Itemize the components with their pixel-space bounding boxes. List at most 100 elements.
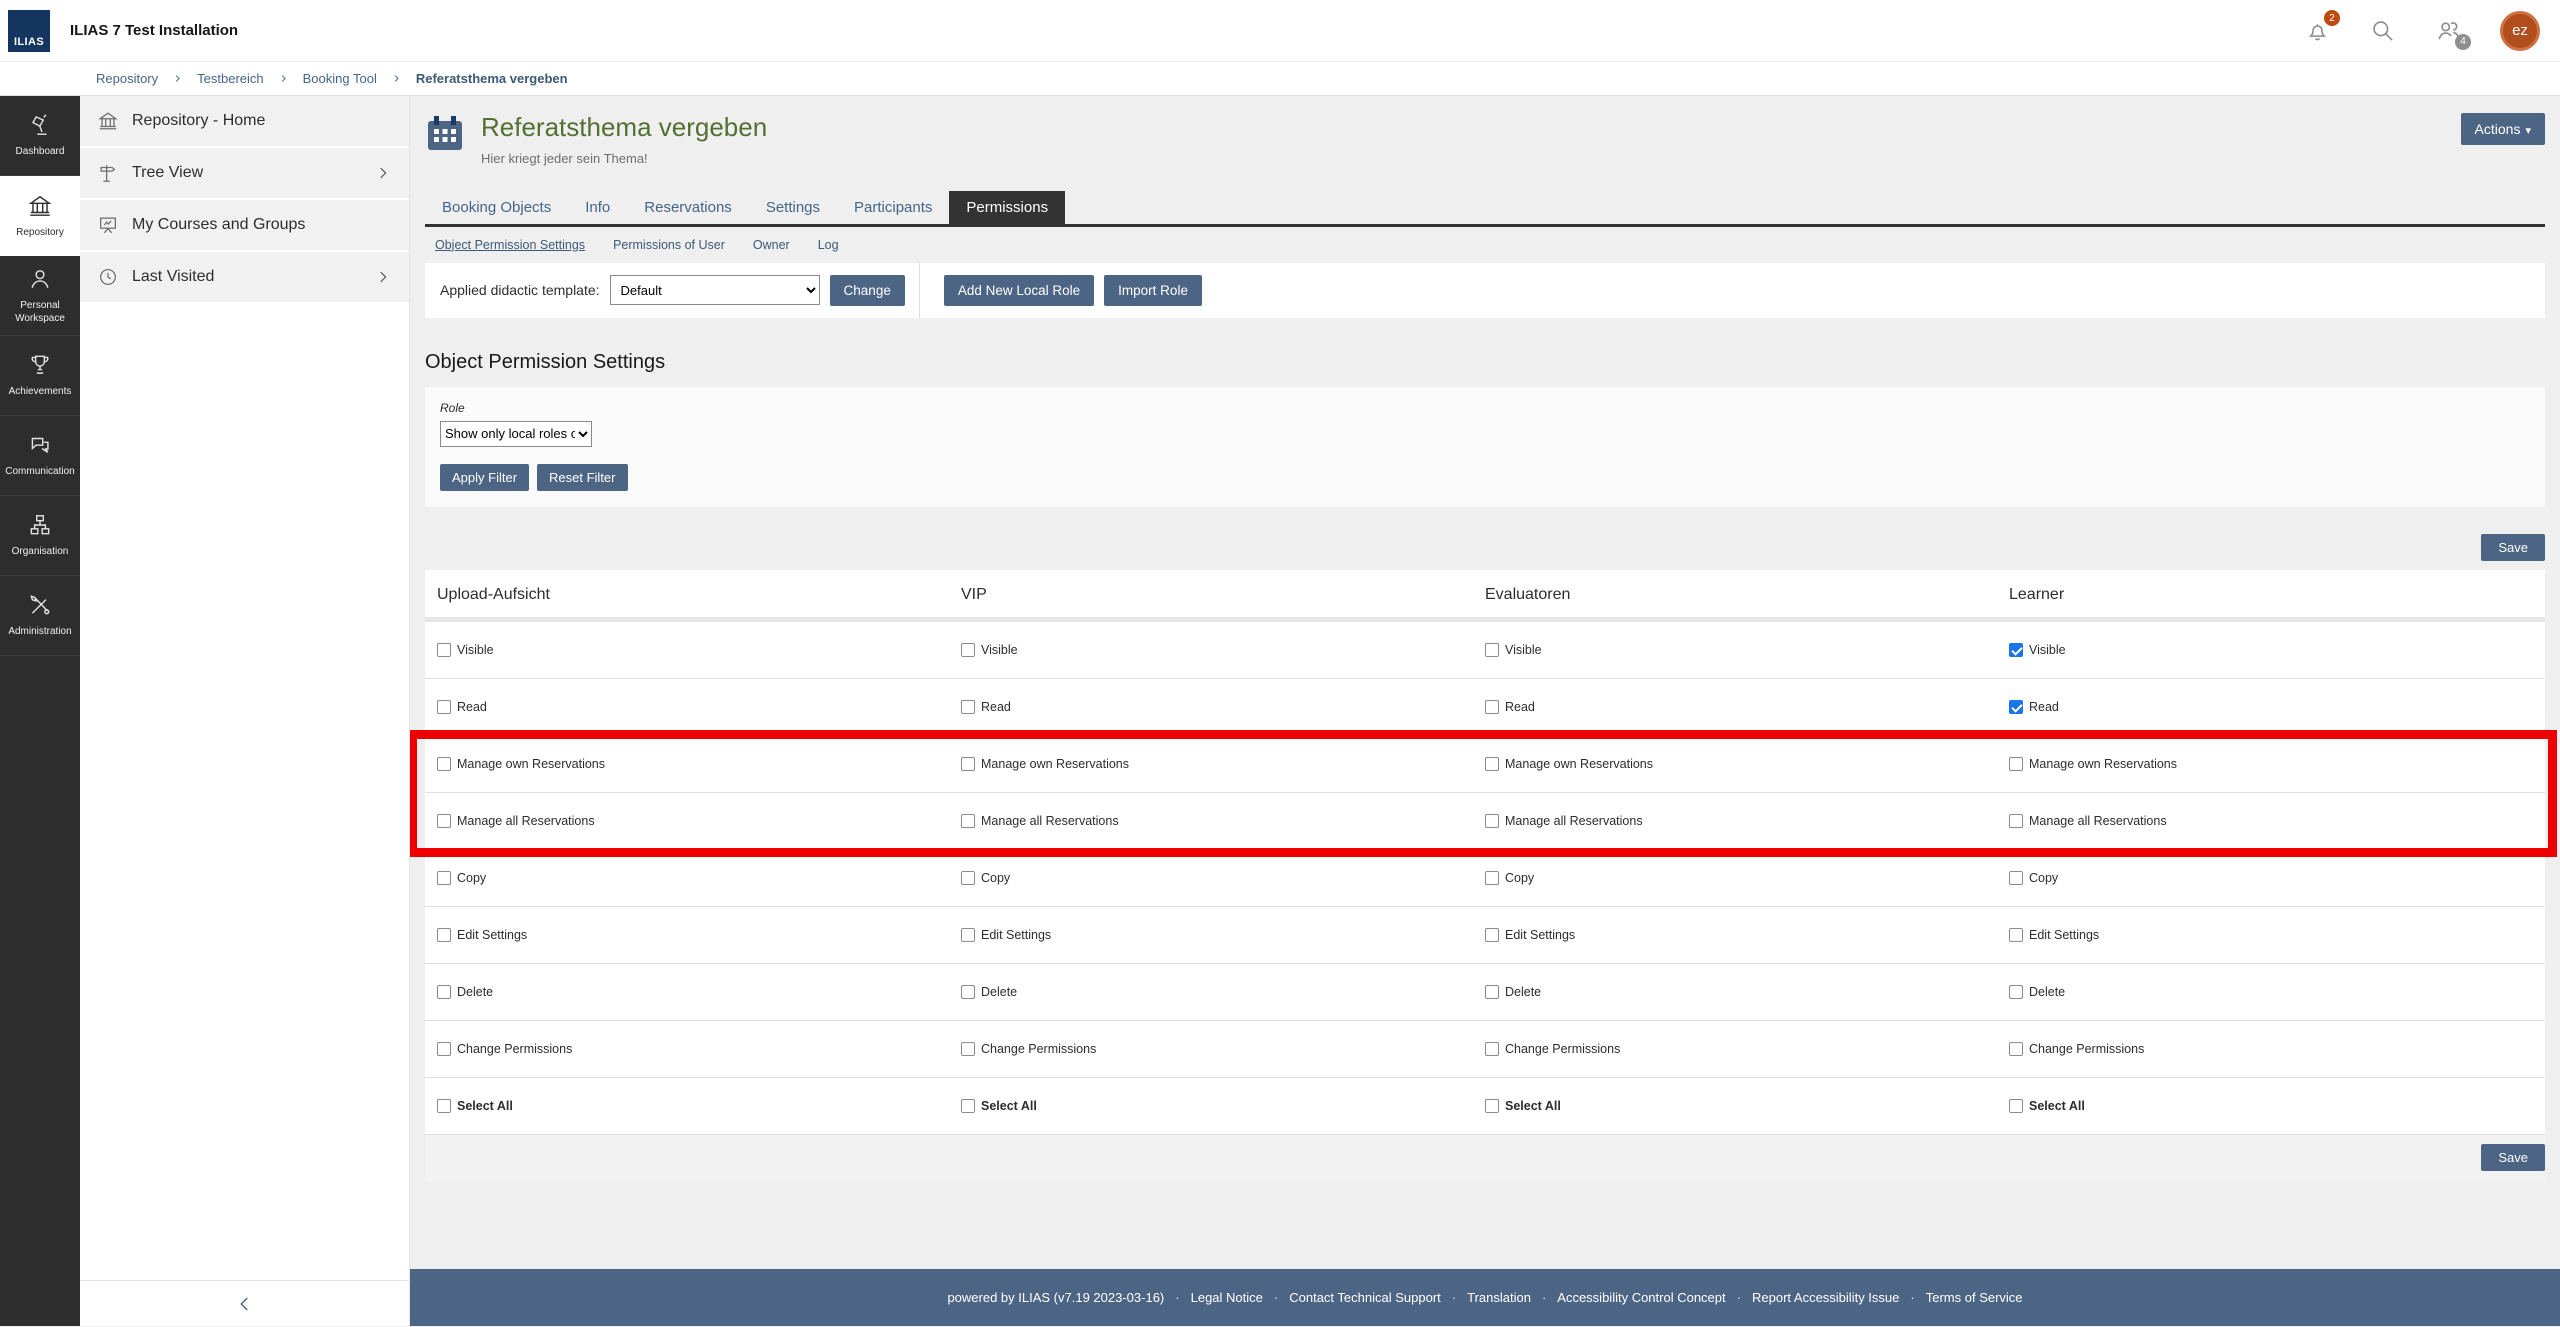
checkbox-vip-visible[interactable]: [961, 642, 975, 657]
checkbox-upload-aufsicht-delete[interactable]: [437, 984, 451, 999]
checkbox-evaluatoren-manage-all-reservations[interactable]: [1485, 813, 1499, 828]
checkbox-upload-aufsicht-edit-settings[interactable]: [437, 927, 451, 942]
rail-item-achievements[interactable]: Achievements: [0, 336, 80, 416]
breadcrumb-item[interactable]: Repository: [96, 71, 159, 86]
tab-permissions[interactable]: Permissions: [949, 190, 1066, 224]
rail-item-communication[interactable]: Communication: [0, 416, 80, 496]
tab-info[interactable]: Info: [585, 198, 611, 216]
change-button[interactable]: Change: [829, 274, 905, 306]
checkbox-vip-read[interactable]: [961, 699, 975, 714]
powered-by-link[interactable]: powered by ILIAS (v7.19 2023-03-16): [947, 1290, 1165, 1305]
save-button-bottom[interactable]: Save: [2481, 1144, 2545, 1172]
sidebar-item-last-visited[interactable]: Last Visited: [80, 252, 409, 302]
checkbox-vip-select-all[interactable]: [961, 1098, 975, 1113]
rail-item-organisation[interactable]: Organisation: [0, 496, 80, 576]
permission-cell: Select All: [1485, 1098, 2009, 1113]
checkbox-learner-manage-own-reservations[interactable]: [2009, 756, 2023, 771]
checkbox-evaluatoren-copy[interactable]: [1485, 870, 1499, 885]
permission-label: Delete: [2029, 984, 2066, 999]
permission-cell: Change Permissions: [961, 1041, 1485, 1056]
ilias-logo[interactable]: ILIAS: [8, 9, 50, 52]
checkbox-learner-select-all[interactable]: [2009, 1098, 2023, 1113]
permission-label: Manage own Reservations: [457, 756, 605, 771]
checkbox-upload-aufsicht-manage-own-reservations[interactable]: [437, 756, 451, 771]
notifications-button[interactable]: 2: [2304, 10, 2340, 44]
breadcrumb-item[interactable]: Testbereich: [197, 71, 264, 86]
rail-item-personal-workspace[interactable]: Personal Workspace: [0, 256, 80, 336]
checkbox-evaluatoren-select-all[interactable]: [1485, 1098, 1499, 1113]
checked-checkbox-learner-read[interactable]: [2009, 699, 2023, 714]
subtab-log[interactable]: Log: [817, 237, 839, 252]
add-new-local-role-button[interactable]: Add New Local Role: [943, 274, 1095, 306]
avatar[interactable]: ez: [2500, 10, 2540, 51]
checkbox-evaluatoren-edit-settings[interactable]: [1485, 927, 1499, 942]
footer-link-contact-technical-support[interactable]: Contact Technical Support: [1289, 1290, 1441, 1305]
checkbox-evaluatoren-manage-own-reservations[interactable]: [1485, 756, 1499, 771]
breadcrumb-item[interactable]: Referatsthema vergeben: [415, 71, 568, 86]
permission-label: Visible: [981, 642, 1018, 657]
permission-cell: Manage own Reservations: [1485, 756, 2009, 771]
checkbox-learner-delete[interactable]: [2009, 984, 2023, 999]
topbar-right: 2 4 ez: [2304, 10, 2548, 51]
checked-checkbox-learner-visible[interactable]: [2009, 642, 2023, 657]
checkbox-vip-edit-settings[interactable]: [961, 927, 975, 942]
checkbox-evaluatoren-delete[interactable]: [1485, 984, 1499, 999]
app-title: ILIAS 7 Test Installation: [70, 22, 239, 39]
tab-participants[interactable]: Participants: [854, 198, 933, 216]
actions-button[interactable]: Actions ▾: [2460, 113, 2545, 145]
checkbox-vip-delete[interactable]: [961, 984, 975, 999]
reset-filter-button[interactable]: Reset Filter: [537, 463, 628, 491]
checkbox-vip-change-permissions[interactable]: [961, 1041, 975, 1056]
sidebar-item-repository-home[interactable]: Repository - Home: [80, 96, 409, 146]
checkbox-learner-copy[interactable]: [2009, 870, 2023, 885]
checkbox-upload-aufsicht-change-permissions[interactable]: [437, 1041, 451, 1056]
permission-cell: Manage own Reservations: [961, 756, 1485, 771]
import-role-button[interactable]: Import Role: [1104, 274, 1202, 306]
footer-link-legal-notice[interactable]: Legal Notice: [1190, 1290, 1263, 1305]
tab-booking-objects[interactable]: Booking Objects: [442, 198, 552, 216]
checkbox-upload-aufsicht-manage-all-reservations[interactable]: [437, 813, 451, 828]
checkbox-upload-aufsicht-copy[interactable]: [437, 870, 451, 885]
subtab-object-permission-settings[interactable]: Object Permission Settings: [435, 237, 586, 252]
template-select[interactable]: Default: [609, 275, 820, 306]
footer-link-accessibility-control-concept[interactable]: Accessibility Control Concept: [1557, 1290, 1726, 1305]
footer-link-report-accessibility-issue[interactable]: Report Accessibility Issue: [1751, 1290, 1900, 1305]
breadcrumb-item[interactable]: Booking Tool: [302, 71, 377, 86]
sidebar-item-my-courses-and-groups[interactable]: My Courses and Groups: [80, 200, 409, 250]
checkbox-learner-change-permissions[interactable]: [2009, 1041, 2023, 1056]
permission-label: Read: [457, 699, 487, 714]
contacts-button[interactable]: 4: [2434, 17, 2471, 50]
orgchart-icon: [30, 515, 50, 535]
subtab-owner[interactable]: Owner: [752, 237, 790, 252]
checkbox-vip-manage-own-reservations[interactable]: [961, 756, 975, 771]
search-button[interactable]: [2369, 17, 2396, 44]
rail-item-administration[interactable]: Administration: [0, 576, 80, 656]
breadcrumb: Repository Testbereich Booking Tool Referat…: [0, 62, 2560, 96]
checkbox-evaluatoren-change-permissions[interactable]: [1485, 1041, 1499, 1056]
subtab-permissions-of-user[interactable]: Permissions of User: [613, 237, 725, 252]
checkbox-upload-aufsicht-read[interactable]: [437, 699, 451, 714]
checkbox-evaluatoren-visible[interactable]: [1485, 642, 1499, 657]
checkbox-upload-aufsicht-visible[interactable]: [437, 642, 451, 657]
checkbox-vip-copy[interactable]: [961, 870, 975, 885]
footer-link-terms-of-service[interactable]: Terms of Service: [1925, 1290, 2023, 1305]
sidebar-collapse-button[interactable]: [80, 1280, 409, 1326]
permission-label: Copy: [1505, 870, 1535, 885]
checkbox-learner-manage-all-reservations[interactable]: [2009, 813, 2023, 828]
checkbox-evaluatoren-read[interactable]: [1485, 699, 1499, 714]
checkbox-learner-edit-settings[interactable]: [2009, 927, 2023, 942]
sidebar-item-label: Last Visited: [132, 268, 215, 285]
rail-item-repository[interactable]: Repository: [0, 176, 80, 256]
permission-cell: Copy: [961, 870, 1485, 885]
footer-link-translation[interactable]: Translation: [1467, 1290, 1531, 1305]
checkbox-upload-aufsicht-select-all[interactable]: [437, 1098, 451, 1113]
save-button-top[interactable]: Save: [2481, 533, 2545, 561]
rail-item-dashboard[interactable]: Dashboard: [0, 96, 80, 176]
tab-reservations[interactable]: Reservations: [644, 198, 732, 216]
checkbox-vip-manage-all-reservations[interactable]: [961, 813, 975, 828]
sidebar-item-tree-view[interactable]: Tree View: [80, 148, 409, 198]
permission-label: Delete: [457, 984, 494, 999]
role-filter-select[interactable]: Show only local roles c: [440, 420, 592, 447]
tab-settings[interactable]: Settings: [765, 198, 821, 216]
apply-filter-button[interactable]: Apply Filter: [440, 463, 530, 491]
